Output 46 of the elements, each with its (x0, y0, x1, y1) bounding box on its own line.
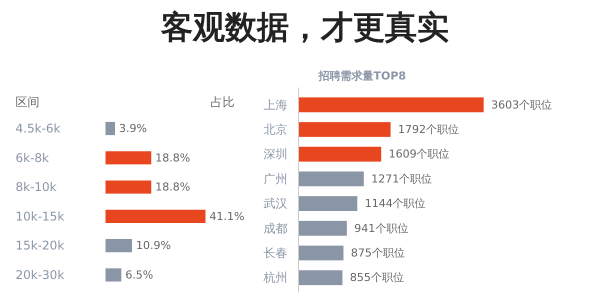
y-tick-label: 20k-30k (16, 268, 64, 282)
y-tick-label: 6k-8k (16, 150, 50, 165)
y-tick-label: 深圳 (264, 147, 288, 162)
bar (106, 210, 206, 223)
bar (298, 220, 347, 236)
bar (298, 97, 484, 112)
y-tick-label: 长春 (264, 246, 288, 260)
bar (106, 180, 152, 194)
data-label: 3603个职位 (491, 98, 552, 112)
data-label: 18.8% (155, 180, 190, 194)
chart-title: 招聘需求量TOP8 (318, 70, 406, 82)
y-tick-label: 北京 (264, 122, 288, 136)
y-tick-label: 广州 (264, 172, 288, 186)
bar (298, 246, 344, 260)
data-label: 941个职位 (354, 222, 408, 235)
data-label: 41.1% (210, 210, 244, 223)
bar (298, 171, 364, 186)
data-label: 3.9% (118, 122, 147, 135)
bar (106, 122, 115, 136)
data-label: 1609个职位 (388, 148, 450, 161)
y-tick-label: 15k-20k (16, 238, 64, 253)
y-tick-label: 10k-15k (16, 209, 64, 224)
y-axis-title: 区间 (16, 95, 40, 110)
bar (298, 196, 358, 211)
y-tick-label: 上海 (264, 98, 288, 112)
bar (298, 146, 382, 162)
data-label: 1792个职位 (398, 122, 459, 136)
data-label: 10.9% (136, 239, 171, 252)
y-tick-label: 4.5k-6k (16, 122, 60, 136)
bar (106, 151, 152, 164)
y-tick-label: 8k-10k (16, 180, 57, 194)
data-label: 1144个职位 (364, 197, 426, 210)
data-label: 6.5% (125, 268, 154, 282)
data-label: 875个职位 (350, 246, 405, 260)
bar (298, 122, 391, 137)
x-axis-title: 占比 (210, 95, 234, 110)
data-label: 855个职位 (350, 271, 404, 284)
y-tick-label: 武汉 (264, 196, 288, 211)
bar (298, 270, 342, 286)
bar (106, 239, 132, 252)
data-label: 1271个职位 (371, 172, 432, 186)
text: 客观数据，才更真实 (160, 7, 450, 48)
data-label: 18.8% (155, 151, 190, 164)
y-tick-label: 杭州 (262, 270, 288, 285)
bar (106, 268, 122, 282)
y-tick-label: 成都 (264, 221, 288, 236)
